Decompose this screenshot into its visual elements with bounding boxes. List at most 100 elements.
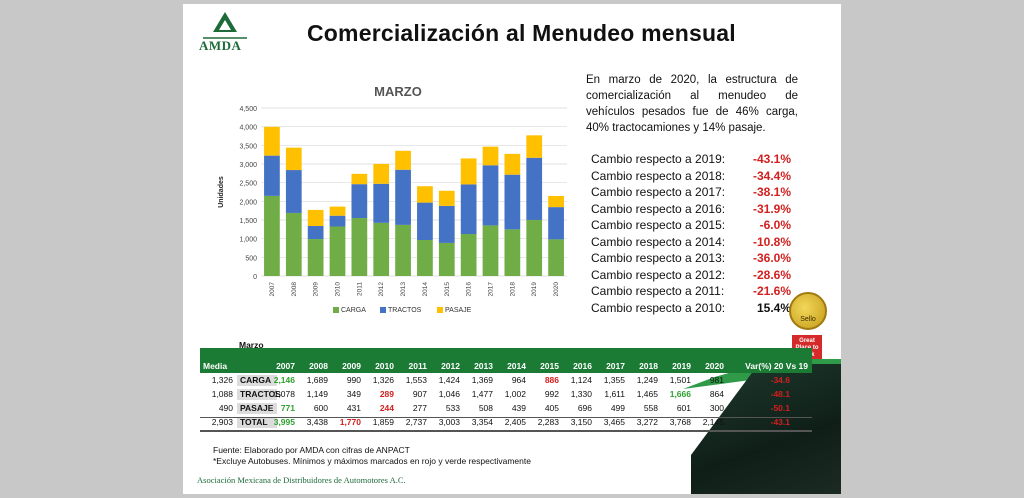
footnote: Fuente: Elaborado por AMDA con cifras de… bbox=[213, 445, 531, 467]
bar-tractos bbox=[548, 207, 564, 240]
page-title: Comercialización al Menudeo mensual bbox=[307, 20, 736, 46]
cell-value: 1,424 bbox=[438, 375, 460, 385]
x-tick-label: 2012 bbox=[378, 282, 385, 297]
cell-value: 1,501 bbox=[669, 375, 691, 385]
change-row: Cambio respecto a 2015: -6.0% bbox=[591, 218, 791, 235]
change-value: -38.1% bbox=[752, 185, 791, 199]
cell-value: 1,249 bbox=[636, 375, 658, 385]
bar-carga bbox=[373, 222, 390, 276]
bar-pasaje bbox=[395, 150, 411, 170]
legend-label: CARGA bbox=[341, 307, 366, 314]
header-year: 2019 bbox=[672, 361, 691, 371]
y-tick-label: 3,500 bbox=[239, 143, 257, 150]
x-tick-label: 2017 bbox=[488, 282, 495, 297]
cell-value: 3,150 bbox=[570, 417, 592, 427]
cell-value: 1,369 bbox=[471, 375, 493, 385]
change-row: Cambio respecto a 2011: -21.6% bbox=[591, 284, 791, 301]
change-label: Cambio respecto a 2010: bbox=[591, 300, 726, 315]
bar-carga bbox=[307, 239, 324, 276]
bar-tractos bbox=[460, 184, 477, 235]
cell-value: 3,995 bbox=[273, 417, 295, 427]
bar-tractos bbox=[395, 169, 411, 225]
header-year: 2009 bbox=[342, 361, 361, 371]
change-list: Cambio respecto a 2019: -43.1% Cambio resp… bbox=[591, 152, 791, 317]
bar-carga bbox=[504, 229, 521, 276]
bar-tractos bbox=[307, 226, 324, 240]
change-label: Cambio respecto a 2013: bbox=[591, 251, 726, 265]
cell-value: 508 bbox=[478, 403, 493, 413]
note-text: *Excluye Autobuses. Mínimos y máximos ma… bbox=[213, 456, 531, 466]
bar-tractos bbox=[482, 165, 499, 226]
bar-carga bbox=[285, 212, 302, 276]
change-row: Cambio respecto a 2017: -38.1% bbox=[591, 185, 791, 202]
cell-value: 1,046 bbox=[438, 389, 460, 399]
y-axis-label: Unidades bbox=[218, 176, 225, 208]
bar-carga bbox=[548, 239, 564, 276]
change-row: Cambio respecto a 2018: -34.4% bbox=[591, 169, 791, 186]
cell-value: 405 bbox=[544, 403, 559, 413]
header-year: 2017 bbox=[606, 361, 625, 371]
x-tick-label: 2014 bbox=[422, 282, 429, 297]
cell-value: 3,465 bbox=[603, 417, 625, 427]
bar-carga bbox=[264, 195, 280, 276]
cell-value: 1,770 bbox=[339, 417, 361, 427]
bar-carga bbox=[417, 240, 433, 276]
bar-tractos bbox=[373, 183, 390, 223]
change-value: -21.6% bbox=[752, 284, 791, 298]
change-value: -36.0% bbox=[752, 251, 791, 265]
y-tick-label: 4,000 bbox=[239, 125, 257, 132]
cell-value: 3,354 bbox=[471, 417, 493, 427]
cell-value: 864 bbox=[709, 389, 724, 399]
legend-label: TRACTOS bbox=[388, 307, 422, 314]
change-label: Cambio respecto a 2012: bbox=[591, 267, 726, 282]
cell-value: 533 bbox=[445, 403, 460, 413]
header-year: 2010 bbox=[375, 361, 394, 371]
change-value: -34.4% bbox=[752, 168, 791, 183]
change-label: Cambio respecto a 2019: bbox=[591, 152, 726, 166]
bar-pasaje bbox=[548, 195, 564, 208]
cell-value: 2,737 bbox=[405, 417, 427, 427]
cell-value: 2,283 bbox=[537, 417, 559, 427]
amda-logo-icon bbox=[203, 12, 247, 39]
bar-pasaje bbox=[307, 209, 324, 227]
award-seal-icon: Sello bbox=[789, 292, 827, 330]
change-value: -10.8% bbox=[752, 234, 791, 249]
y-tick-label: 1,500 bbox=[239, 218, 257, 225]
cell-value: 1,002 bbox=[504, 389, 526, 399]
cell-value: 244 bbox=[379, 403, 394, 413]
cell-value: 1,611 bbox=[604, 389, 625, 399]
cell-var: -43.1 bbox=[770, 417, 790, 427]
logo-text: AMDA bbox=[199, 38, 242, 53]
y-tick-label: 500 bbox=[245, 255, 257, 262]
table-row: 490 PASAJE 771 600 431 244 277 533 508 439 405 696 4… bbox=[200, 402, 812, 415]
cell-value: 3,438 bbox=[306, 417, 328, 427]
row-label: TRACTOS bbox=[237, 389, 281, 400]
change-value: -31.9% bbox=[752, 201, 791, 216]
row-label: TOTAL bbox=[237, 417, 277, 428]
change-label: Cambio respecto a 2015: bbox=[591, 218, 726, 232]
change-row: Cambio respecto a 2014: -10.8% bbox=[591, 235, 791, 252]
cell-value: 439 bbox=[511, 403, 526, 413]
bar-pasaje bbox=[264, 126, 280, 156]
change-row: Cambio respecto a 2019: -43.1% bbox=[591, 152, 791, 169]
row-label: PASAJE bbox=[237, 403, 277, 414]
table-row: 2,903 TOTAL 3,995 3,438 1,770 1,859 2,737 3,003… bbox=[200, 416, 812, 429]
bar-tractos bbox=[329, 215, 346, 227]
bar-tractos bbox=[438, 205, 455, 243]
bar-pasaje bbox=[526, 135, 543, 158]
y-tick-label: 1,000 bbox=[239, 237, 257, 244]
cell-value: 600 bbox=[313, 403, 328, 413]
header-year: 2011 bbox=[408, 361, 427, 371]
change-label: Cambio respecto a 2011: bbox=[591, 284, 725, 298]
cell-value: 601 bbox=[676, 403, 691, 413]
table-row: 1,088 TRACTOS 1,078 1,149 349 289 907 1,046 1,47… bbox=[200, 388, 812, 401]
table-row: 1,326 CARGA 2,146 1,689 990 1,326 1,553 1,424 1,… bbox=[200, 374, 812, 387]
x-tick-label: 2019 bbox=[531, 282, 538, 297]
cell-value: 1,326 bbox=[372, 375, 394, 385]
header-year: 2008 bbox=[309, 361, 328, 371]
cell-value: 886 bbox=[544, 375, 559, 385]
source-text: Fuente: Elaborado por AMDA con cifras de… bbox=[213, 445, 410, 455]
legend-swatch bbox=[333, 307, 339, 313]
cell-value: 2,145 bbox=[702, 417, 724, 427]
header-year: 2007 bbox=[276, 361, 295, 371]
